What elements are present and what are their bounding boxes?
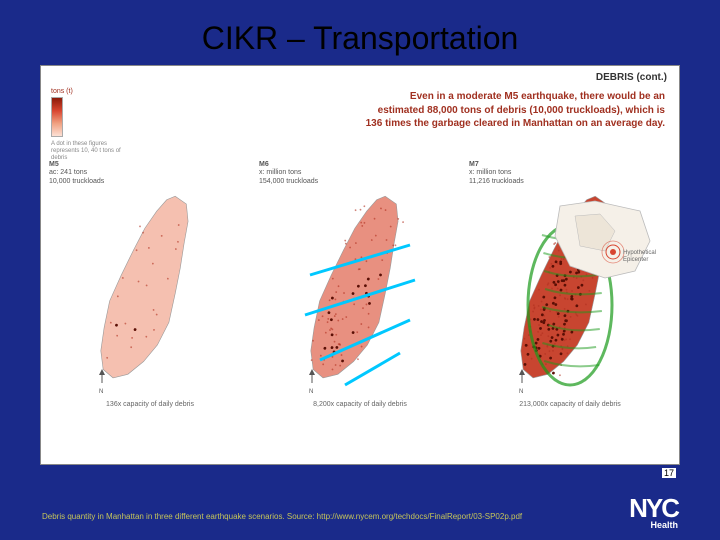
slide-title: CIKR – Transportation <box>0 8 720 65</box>
map-caption: 213,000x capacity of daily debris <box>519 401 621 408</box>
color-legend: tons (t) A dot in these figures represen… <box>51 88 121 163</box>
map-caption: 8,200x capacity of daily debris <box>313 401 407 408</box>
map-header: M6x: million tons154,000 truckloads <box>259 161 318 181</box>
svg-text:N: N <box>309 389 313 395</box>
nyc-health-logo: NYC Health <box>629 497 678 530</box>
legend-title: tons (t) <box>51 88 121 95</box>
map-column-m5: M5ac: 241 tons10,000 truckloads N136x cap… <box>49 161 251 408</box>
citation-text: Debris quantity in Manhattan in three di… <box>42 512 562 522</box>
panel-header: DEBRIS (cont.) <box>596 72 667 83</box>
legend-gradient <box>51 97 63 137</box>
manhattan-map-m6: N <box>300 185 420 395</box>
legend-subtitle: A dot in these figures represents 10, 40… <box>51 141 121 163</box>
callout-text: Even in a moderate M5 earthquake, there … <box>365 90 665 131</box>
logo-main: NYC <box>629 497 678 520</box>
svg-text:Epicenter: Epicenter <box>623 257 648 263</box>
manhattan-map-m5: N <box>90 185 210 395</box>
svg-text:N: N <box>99 389 103 395</box>
map-header: M7x: million tons11,216 truckloads <box>469 161 524 181</box>
map-column-m6: M6x: million tons154,000 truckloads N8,20… <box>259 161 461 408</box>
svg-text:N: N <box>519 389 523 395</box>
inset-epicenter-map: Hypothetical Epicenter <box>545 196 665 286</box>
content-panel: DEBRIS (cont.) Even in a moderate M5 ear… <box>40 65 680 465</box>
title-area: CIKR – Transportation <box>0 0 720 65</box>
inset-label: Hypothetical <box>623 250 656 256</box>
map-header: M5ac: 241 tons10,000 truckloads <box>49 161 104 181</box>
slide-number: 17 <box>662 468 676 478</box>
map-caption: 136x capacity of daily debris <box>106 401 194 408</box>
